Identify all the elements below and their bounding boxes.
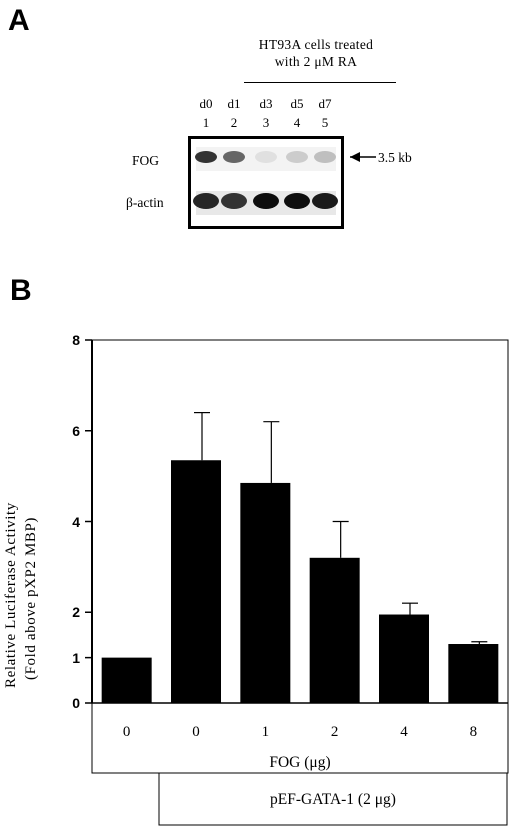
x-tick-label: 4 — [400, 724, 408, 740]
y-axis-label-line2: (Fold above pXP2 MBP) — [23, 516, 39, 680]
lane-day-label: d1 — [227, 96, 241, 111]
fog-band — [314, 151, 336, 163]
fog-band — [286, 151, 308, 163]
size-marker-arrow — [350, 152, 376, 162]
gata-box — [158, 772, 508, 826]
y-tick-label: 2 — [72, 604, 80, 621]
lane-number-label: 4 — [293, 115, 301, 130]
actin-band — [284, 193, 310, 209]
x-tick-label: 2 — [330, 724, 339, 740]
lane-day-label: d3 — [259, 96, 273, 111]
y-tick-label: 6 — [72, 422, 80, 439]
y-tick-label: 0 — [72, 695, 80, 711]
x-tick-label: 8 — [469, 724, 478, 740]
lane-day-label: d5 — [290, 96, 304, 111]
gata-group-label: pEF-GATA-1 (2 μg) — [270, 791, 396, 808]
bar — [101, 657, 152, 703]
actin-band — [193, 193, 219, 209]
row-label-actin: β-actin — [126, 195, 164, 210]
fog-band — [255, 151, 277, 163]
x-tick-label: 0 — [192, 724, 200, 740]
fog-band — [195, 151, 217, 163]
size-marker-label: 3.5 kb — [378, 150, 412, 165]
actin-band — [221, 193, 247, 209]
blot-caption-line1: HT93A cells treated — [258, 37, 374, 52]
panel-a-letter: A — [8, 4, 30, 37]
y-tick-label: 8 — [72, 332, 80, 348]
y-tick-label: 4 — [72, 513, 80, 530]
lane-number-label: 2 — [230, 115, 238, 130]
bar — [379, 614, 429, 703]
y-axis-label-line1: Relative Luciferase Activity — [3, 502, 19, 688]
blot-caption-line2: with 2 μM RA — [274, 54, 358, 69]
plot-frame — [91, 339, 509, 704]
panel-b-letter: B — [10, 274, 32, 307]
bar — [240, 482, 291, 703]
y-tick-label: 1 — [72, 649, 80, 666]
lane-number-label: 1 — [202, 115, 210, 130]
x-tick-label: 1 — [261, 724, 270, 740]
actin-band — [253, 193, 279, 209]
row-label-fog: FOG — [132, 153, 160, 168]
caption-rule — [244, 82, 396, 83]
fog-band — [223, 151, 245, 163]
actin-band — [312, 193, 338, 209]
bar — [171, 460, 221, 703]
lane-day-label: d0 — [199, 96, 213, 111]
x-tick-label: 0 — [122, 724, 131, 740]
lane-day-label: d7 — [318, 96, 332, 111]
lane-number-label: 5 — [321, 115, 329, 130]
bar — [448, 644, 499, 703]
lane-number-label: 3 — [262, 115, 270, 130]
bar — [309, 557, 360, 703]
x-axis-label: FOG (μg) — [269, 754, 331, 771]
